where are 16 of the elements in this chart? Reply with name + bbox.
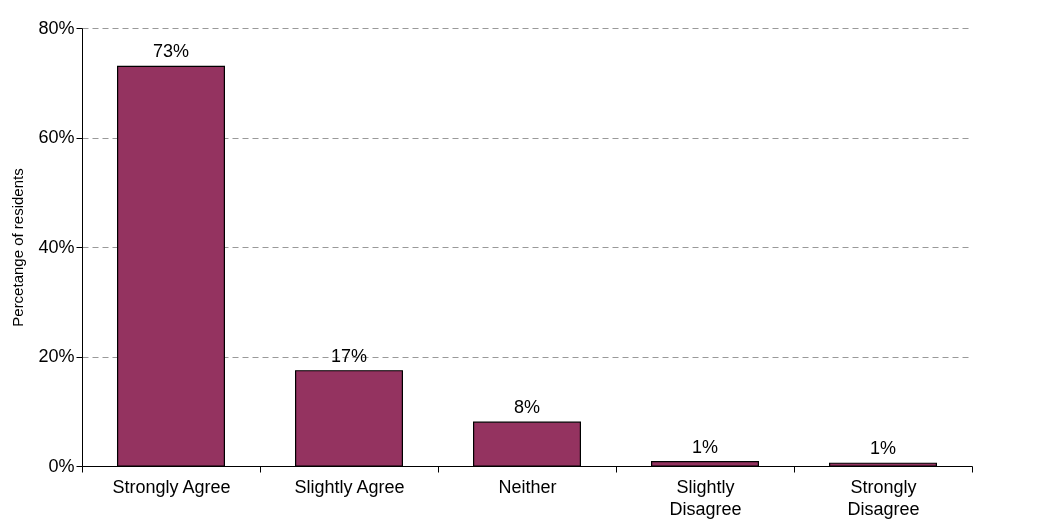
x-tick-label: Neither xyxy=(498,476,557,497)
x-tick-label: Strongly Disagree xyxy=(847,476,920,519)
x-tick-label: Strongly Agree xyxy=(112,476,231,497)
data-label: 8% xyxy=(513,397,541,418)
x-tick-label: Slightly Agree xyxy=(294,476,405,497)
x-tick-label: Slightly Disagree xyxy=(669,476,742,519)
data-label: 17% xyxy=(330,345,368,366)
y-axis-title: Percetange of residents xyxy=(9,168,27,327)
data-label: 1% xyxy=(869,438,897,459)
y-tick-label: 60% xyxy=(38,127,75,147)
y-tick-label: 80% xyxy=(38,17,75,38)
y-tick-label: 20% xyxy=(38,346,75,366)
data-label: 1% xyxy=(691,436,719,457)
y-tick-label: 0% xyxy=(48,455,75,476)
data-label: 73% xyxy=(152,41,190,62)
y-tick-label: 40% xyxy=(38,236,75,257)
